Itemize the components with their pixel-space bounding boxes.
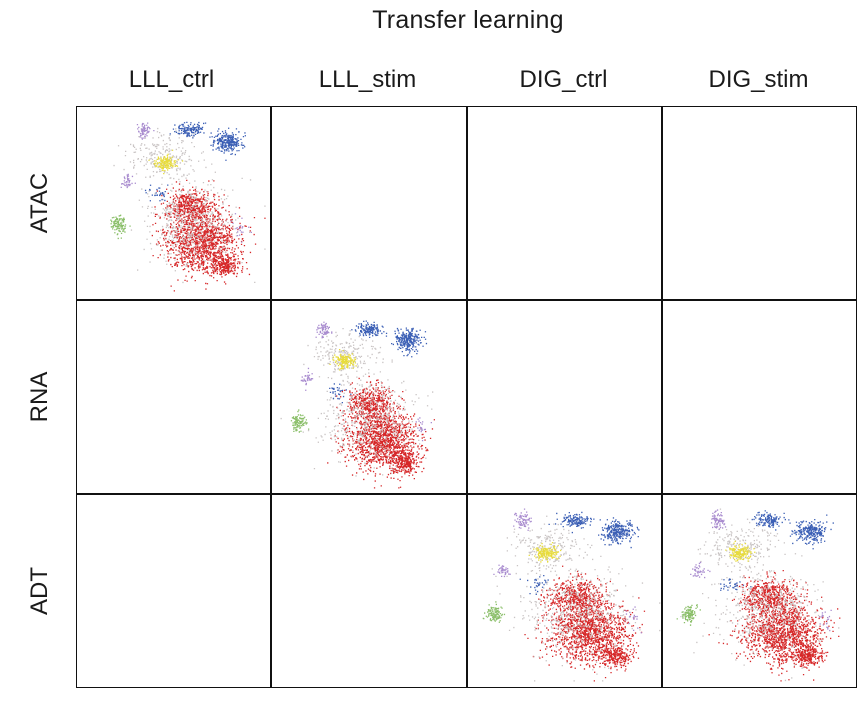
umap-adt-dig-stim-points-9 xyxy=(690,561,711,579)
umap-rna-lll-stim-cluster-6 xyxy=(351,320,388,338)
umap-adt-dig-stim-cluster-5 xyxy=(789,514,834,550)
umap-rna-lll-stim-points-6 xyxy=(351,320,388,338)
column-label-lll-ctrl: LLL_ctrl xyxy=(128,66,215,93)
umap-atac-lll-ctrl-cluster-5 xyxy=(209,127,246,161)
umap-atac-lll-ctrl-points-8 xyxy=(136,122,155,140)
umap-atac-lll-ctrl-points-11 xyxy=(144,184,169,202)
umap-rna-lll-stim-points-10 xyxy=(290,409,310,433)
figure-title: Transfer learning xyxy=(372,6,564,34)
umap-atac-lll-ctrl-cluster-2 xyxy=(204,250,248,285)
umap-adt-dig-ctrl-points-7 xyxy=(528,542,562,563)
umap-rna-lll-stim-points-5 xyxy=(391,327,428,358)
umap-atac-lll-ctrl-cluster-9 xyxy=(120,173,136,189)
umap-atac-lll-ctrl-points-6 xyxy=(169,121,207,139)
umap-rna-lll-stim-points-4 xyxy=(303,328,393,382)
column-label-dig-ctrl: DIG_ctrl xyxy=(519,66,608,93)
umap-adt-dig-ctrl-cluster-10 xyxy=(482,601,506,623)
umap-rna-lll-stim-cluster-8 xyxy=(315,321,333,339)
umap-adt-dig-ctrl-points-3 xyxy=(495,537,661,682)
umap-adt-dig-stim-cluster-2 xyxy=(784,639,828,671)
umap-adt-dig-ctrl-points-5 xyxy=(598,517,640,549)
column-label-lll-stim: LLL_stim xyxy=(318,66,417,93)
umap-adt-dig-stim-cluster-8 xyxy=(710,509,727,530)
umap-atac-lll-ctrl-points-5 xyxy=(209,127,246,161)
umap-atac-lll-ctrl-cluster-7 xyxy=(148,149,184,175)
umap-adt-dig-stim-points-10 xyxy=(676,604,701,626)
umap-rna-lll-stim-cluster-5 xyxy=(391,327,428,358)
umap-rna-lll-stim-cluster-11 xyxy=(329,383,352,404)
umap-adt-dig-ctrl xyxy=(482,508,661,682)
umap-rna-lll-stim-cluster-10 xyxy=(290,409,310,433)
umap-adt-dig-stim-points-11 xyxy=(720,578,752,591)
umap-adt-dig-ctrl-cluster-6 xyxy=(548,511,595,534)
umap-adt-dig-stim-cluster-9 xyxy=(690,561,711,579)
umap-adt-dig-ctrl-points-6 xyxy=(548,511,595,534)
umap-adt-dig-stim-points-2 xyxy=(784,639,828,671)
umap-adt-dig-ctrl-points-0 xyxy=(524,587,646,682)
umap-rna-lll-stim-cluster-2 xyxy=(387,446,425,479)
umap-adt-dig-ctrl-cluster-7 xyxy=(528,542,562,563)
umap-atac-lll-ctrl-cluster-10 xyxy=(110,214,131,240)
umap-adt-dig-ctrl-points-9 xyxy=(493,564,511,578)
umap-adt-dig-ctrl-cluster-5 xyxy=(598,517,640,549)
umap-rna-lll-stim xyxy=(280,320,435,489)
umap-rna-lll-stim-cluster-9 xyxy=(300,367,314,391)
umap-adt-dig-stim-cluster-11 xyxy=(720,578,752,591)
umap-adt-dig-stim-cluster-6 xyxy=(751,510,791,531)
row-label-adt: ADT xyxy=(26,567,53,615)
umap-rna-lll-stim-points-11 xyxy=(329,383,352,404)
umap-rna-lll-stim-points-9 xyxy=(300,367,314,391)
umap-grid xyxy=(75,105,858,689)
umap-atac-lll-ctrl-cluster-1 xyxy=(151,179,225,237)
umap-adt-dig-stim-cluster-7 xyxy=(725,540,756,562)
umap-adt-dig-ctrl-cluster-3 xyxy=(495,537,661,682)
umap-adt-dig-stim-points-5 xyxy=(789,514,834,550)
umap-atac-lll-ctrl-points-4 xyxy=(113,127,207,190)
umap-rna-lll-stim-points-8 xyxy=(315,321,333,339)
umap-adt-dig-ctrl-points-10 xyxy=(482,601,506,623)
umap-adt-dig-ctrl-points-4 xyxy=(491,515,594,580)
umap-atac-lll-ctrl-cluster-4 xyxy=(113,127,207,190)
umap-rna-lll-stim-points-1 xyxy=(336,375,405,434)
umap-adt-dig-stim xyxy=(676,508,841,682)
umap-adt-dig-stim-cluster-3 xyxy=(680,545,840,682)
row-label-atac: ATAC xyxy=(26,172,53,234)
umap-atac-lll-ctrl-points-10 xyxy=(110,214,131,240)
umap-atac-lll-ctrl xyxy=(110,121,266,292)
umap-adt-dig-ctrl-cluster-9 xyxy=(493,564,511,578)
umap-adt-dig-ctrl-cluster-4 xyxy=(491,515,594,580)
umap-adt-dig-stim-cluster-4 xyxy=(697,508,785,576)
umap-rna-lll-stim-cluster-1 xyxy=(336,375,405,434)
umap-adt-dig-stim-points-3 xyxy=(680,545,840,682)
umap-adt-dig-stim-points-4 xyxy=(697,508,785,576)
umap-rna-lll-stim-cluster-0 xyxy=(327,391,435,489)
umap-rna-lll-stim-points-2 xyxy=(387,446,425,479)
umap-adt-dig-stim-cluster-12 xyxy=(819,609,832,632)
umap-rna-lll-stim-cluster-4 xyxy=(303,328,393,382)
umap-rna-lll-stim-cluster-7 xyxy=(329,349,357,371)
umap-adt-dig-ctrl-cluster-0 xyxy=(524,587,646,682)
umap-adt-dig-stim-points-12 xyxy=(819,609,832,632)
umap-adt-dig-stim-cluster-10 xyxy=(676,604,701,626)
umap-adt-dig-ctrl-points-8 xyxy=(513,508,532,531)
umap-atac-lll-ctrl-cluster-11 xyxy=(144,184,169,202)
row-label-rna: RNA xyxy=(26,371,53,423)
umap-atac-lll-ctrl-cluster-6 xyxy=(169,121,207,139)
umap-adt-dig-ctrl-cluster-8 xyxy=(513,508,532,531)
umap-adt-dig-stim-points-7 xyxy=(725,540,756,562)
umap-atac-lll-ctrl-points-1 xyxy=(151,179,225,237)
column-label-dig-stim: DIG_stim xyxy=(708,66,809,93)
umap-adt-dig-stim-points-6 xyxy=(751,510,791,531)
umap-atac-lll-ctrl-cluster-8 xyxy=(136,122,155,140)
umap-atac-lll-ctrl-points-7 xyxy=(148,149,184,175)
umap-atac-lll-ctrl-points-9 xyxy=(120,173,136,189)
umap-atac-lll-ctrl-points-2 xyxy=(204,250,248,285)
umap-rna-lll-stim-points-7 xyxy=(329,349,357,371)
umap-rna-lll-stim-points-0 xyxy=(327,391,435,489)
umap-adt-dig-stim-points-8 xyxy=(710,509,727,530)
